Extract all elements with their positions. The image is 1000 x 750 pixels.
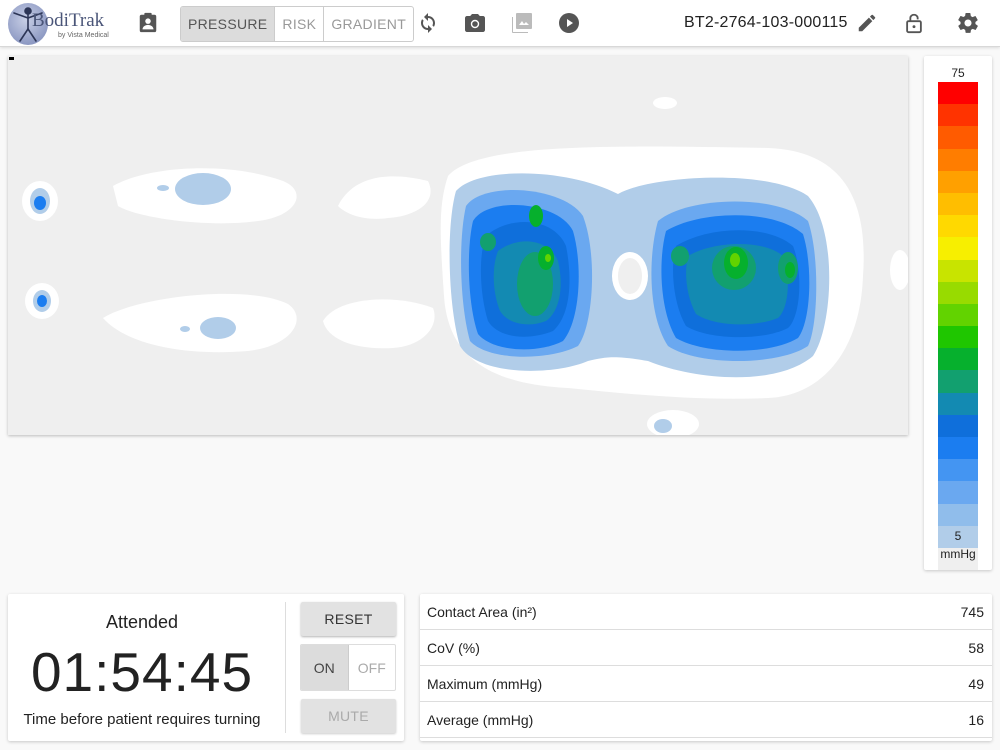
patient-card-icon — [139, 12, 157, 33]
stat-row-average: Average (mmHg) 16 — [420, 702, 992, 738]
timer-divider — [285, 602, 286, 733]
map-origin-marker — [9, 57, 14, 60]
legend-color-step — [938, 215, 978, 238]
timer-countdown: 01:54:45 — [30, 641, 254, 703]
legend-color-step — [938, 348, 978, 371]
stat-row-maximum: Maximum (mmHg) 49 — [420, 666, 992, 702]
legend-color-step — [938, 170, 978, 193]
legend-color-step — [938, 392, 978, 415]
refresh-icon — [421, 13, 435, 33]
view-mode-tabs: PRESSURE RISK GRADIENT — [180, 6, 415, 42]
stat-label: Average (mmHg) — [427, 712, 534, 728]
legend-color-step — [938, 281, 978, 304]
alarm-off-option[interactable]: OFF — [357, 659, 386, 676]
timer-status: Attended — [105, 612, 179, 632]
timer-caption: Time before patient requires turning — [23, 711, 261, 728]
refresh-button[interactable] — [413, 8, 443, 38]
pressure-stats-card: Contact Area (in²) 745 CoV (%) 58 Maximu… — [420, 594, 992, 741]
reset-button[interactable]: RESET — [301, 602, 396, 636]
patient-card-button[interactable] — [133, 8, 163, 38]
legend-color-step — [938, 259, 978, 282]
top-bar: BodiTrak by Vista Medical PRESSURE RISK … — [0, 0, 1000, 47]
legend-color-step — [938, 459, 978, 482]
legend-color-step — [938, 503, 978, 526]
legend-color-step — [938, 82, 978, 105]
play-button[interactable] — [554, 8, 584, 38]
pressure-map[interactable] — [8, 56, 908, 435]
legend-color-step — [938, 192, 978, 216]
legend-color-step — [938, 481, 978, 504]
tab-gradient[interactable]: GRADIENT — [323, 7, 413, 41]
legend-unit: mmHg — [940, 547, 976, 561]
logo-emblem — [8, 3, 48, 45]
mute-button[interactable]: MUTE — [301, 699, 396, 733]
edit-button[interactable] — [852, 8, 882, 38]
logo-subtitle: by Vista Medical — [58, 32, 109, 39]
legend-color-step — [938, 126, 978, 149]
legend-min-value: 5 — [954, 529, 962, 543]
legend-color-step — [938, 414, 978, 437]
legend-color-step — [938, 437, 978, 460]
legend-color-step — [938, 148, 978, 171]
tab-pressure[interactable]: PRESSURE — [181, 7, 275, 41]
stat-row-cov: CoV (%) 58 — [420, 630, 992, 666]
gallery-button[interactable] — [507, 8, 537, 38]
settings-button[interactable] — [953, 8, 983, 38]
play-icon — [559, 13, 579, 33]
stat-label: CoV (%) — [427, 640, 480, 656]
stat-value: 58 — [968, 640, 984, 656]
legend-color-step — [938, 303, 978, 327]
gear-icon — [958, 13, 978, 33]
legend-color-step — [938, 370, 978, 393]
stat-row-contact-area: Contact Area (in²) 745 — [420, 594, 992, 630]
unlock-icon — [906, 13, 922, 34]
boditrak-logo: BodiTrak by Vista Medical — [6, 3, 110, 45]
legend-color-step — [938, 104, 978, 127]
alarm-on-option[interactable]: ON — [301, 645, 349, 690]
stat-label: Contact Area (in²) — [427, 604, 537, 620]
tab-risk[interactable]: RISK — [274, 7, 323, 41]
legend-color-step — [938, 525, 978, 548]
device-id: BT2-2764-103-000115 — [684, 14, 848, 31]
gallery-icon — [512, 13, 532, 33]
alarm-toggle: ON OFF — [300, 644, 396, 691]
legend-max-value: 75 — [951, 66, 965, 80]
legend-color-step — [938, 547, 978, 571]
pencil-icon — [858, 14, 876, 32]
stat-label: Maximum (mmHg) — [427, 676, 543, 692]
legend-color-step — [938, 326, 978, 349]
pressure-legend: 75 5 mmHg — [924, 56, 992, 571]
logo-name: BodiTrak — [32, 10, 105, 31]
lock-button[interactable] — [899, 8, 929, 38]
camera-button[interactable] — [460, 8, 490, 38]
stat-value: 16 — [968, 712, 984, 728]
stat-value: 49 — [968, 676, 984, 692]
pressure-heatmap — [8, 56, 908, 435]
camera-icon — [465, 14, 485, 32]
legend-color-step — [938, 237, 978, 260]
turning-timer-card: Attended 01:54:45 Time before patient re… — [8, 594, 404, 741]
legend-color-scale — [938, 82, 978, 571]
stat-value: 745 — [960, 604, 984, 620]
